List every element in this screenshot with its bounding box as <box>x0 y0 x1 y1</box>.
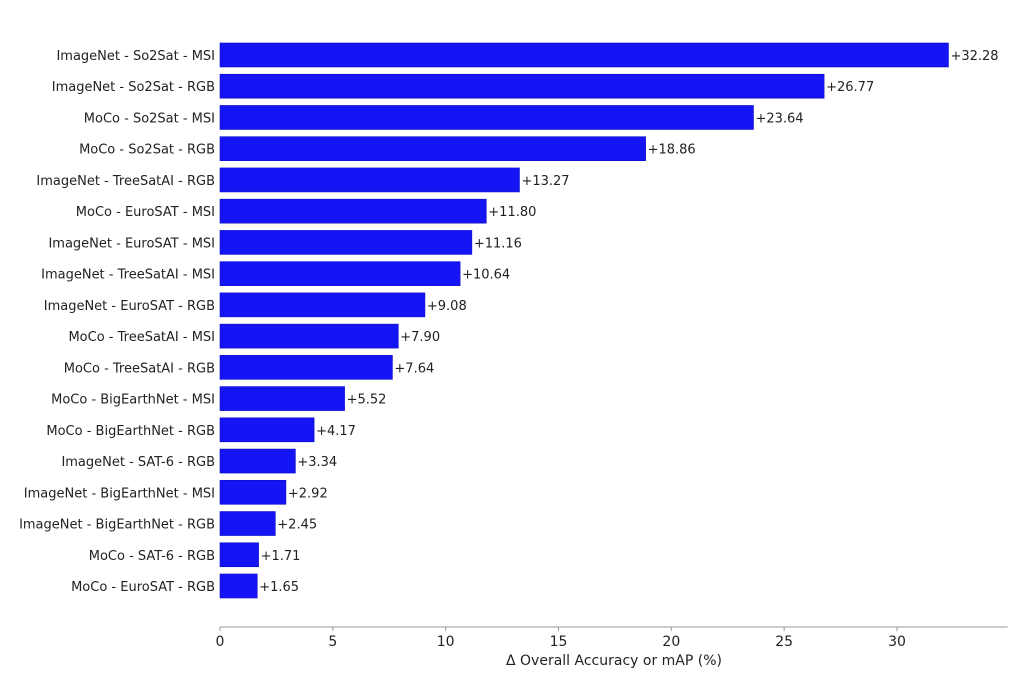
category-label: ImageNet - So2Sat - MSI <box>56 49 215 64</box>
data-label: +11.80 <box>488 205 536 220</box>
x-tick-label: 10 <box>437 634 455 650</box>
data-label: +11.16 <box>474 236 522 251</box>
category-label: MoCo - So2Sat - RGB <box>79 143 215 158</box>
bar <box>219 105 754 130</box>
bar <box>219 573 258 599</box>
bar <box>219 292 426 318</box>
data-label: +13.27 <box>521 174 569 189</box>
x-tick-label: 0 <box>216 634 225 650</box>
x-axis: 0 5 10 15 20 25 30 <box>216 626 1008 650</box>
category-label: ImageNet - TreeSatAI - RGB <box>36 174 215 189</box>
category-label: MoCo - TreeSatAI - RGB <box>64 361 215 376</box>
data-label: +1.71 <box>261 549 301 564</box>
data-label: +23.64 <box>755 111 803 126</box>
x-tick-label: 30 <box>888 634 906 650</box>
category-label: MoCo - SAT-6 - RGB <box>89 549 215 564</box>
category-label: ImageNet - BigEarthNet - MSI <box>24 486 215 501</box>
data-label: +3.34 <box>297 455 337 470</box>
bar <box>219 417 315 443</box>
bar <box>219 42 949 68</box>
category-label: ImageNet - So2Sat - RGB <box>52 80 215 95</box>
category-label: MoCo - EuroSAT - MSI <box>76 205 215 220</box>
x-tick-label: 20 <box>662 634 680 650</box>
data-label: +9.08 <box>427 299 467 314</box>
bar <box>219 167 520 193</box>
bar <box>219 448 296 474</box>
bar <box>219 261 461 286</box>
x-tick-label: 25 <box>775 634 793 650</box>
data-label: +32.28 <box>950 49 998 64</box>
data-label: +26.77 <box>826 80 874 95</box>
data-label: +7.90 <box>400 330 440 345</box>
category-label: ImageNet - SAT-6 - RGB <box>61 455 215 470</box>
x-tick-label: 5 <box>328 634 337 650</box>
bars-group: ImageNet - So2Sat - MSI +32.28 ImageNet - … <box>19 42 999 599</box>
data-label: +2.45 <box>277 518 317 533</box>
category-label: ImageNet - EuroSAT - MSI <box>48 236 215 251</box>
category-label: MoCo - So2Sat - MSI <box>84 111 215 126</box>
bar <box>219 136 646 162</box>
data-label: +7.64 <box>394 361 434 376</box>
category-label: MoCo - BigEarthNet - RGB <box>46 424 215 439</box>
data-label: +18.86 <box>648 143 696 158</box>
bar <box>219 386 345 411</box>
category-label: ImageNet - BigEarthNet - RGB <box>19 518 215 533</box>
data-label: +5.52 <box>347 393 387 408</box>
bar <box>219 230 473 255</box>
category-label: MoCo - TreeSatAI - MSI <box>68 330 215 345</box>
data-label: +1.65 <box>259 580 299 595</box>
category-label: ImageNet - TreeSatAI - MSI <box>41 268 215 283</box>
category-label: ImageNet - EuroSAT - RGB <box>44 299 215 314</box>
bar <box>219 73 825 99</box>
x-tick-label: 15 <box>550 634 568 650</box>
bar <box>219 323 399 349</box>
bar <box>219 355 393 380</box>
bar <box>219 198 487 224</box>
category-label: MoCo - BigEarthNet - MSI <box>51 393 215 408</box>
bar <box>219 479 287 505</box>
category-label: MoCo - EuroSAT - RGB <box>71 580 215 595</box>
bar <box>219 542 259 568</box>
data-label: +4.17 <box>316 424 356 439</box>
data-label: +10.64 <box>462 268 510 283</box>
data-label: +2.92 <box>288 486 328 501</box>
bar <box>219 511 276 536</box>
x-axis-label: Δ Overall Accuracy or mAP (%) <box>506 653 722 669</box>
